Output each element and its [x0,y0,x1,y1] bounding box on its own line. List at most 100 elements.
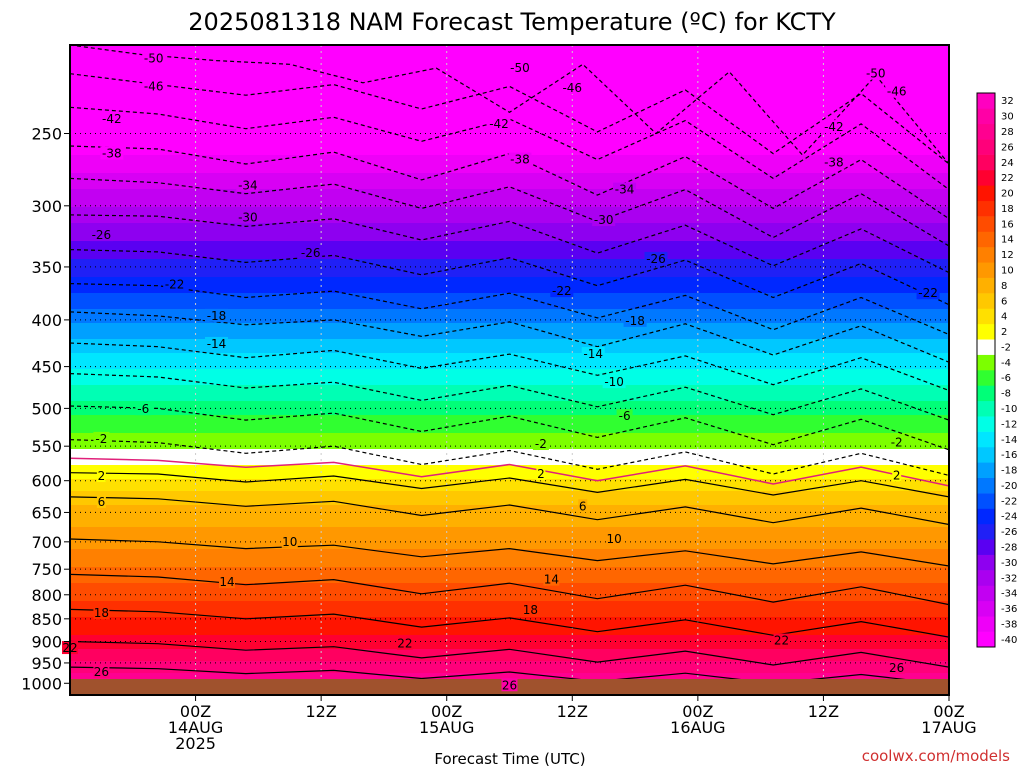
temperature-band [70,81,949,83]
contour-label: 10 [282,535,297,549]
temperature-band [70,539,949,541]
colorbar-swatch [977,354,995,371]
temperature-band [70,531,949,533]
contour-label-background [299,246,323,260]
y-tick-label: 650 [31,503,62,522]
colorbar-swatch [977,431,995,448]
contour-label-background [396,636,413,650]
temperature-band [70,409,949,411]
contour-label: 6 [579,499,587,513]
temperature-band [70,171,949,173]
temperature-band [70,271,949,273]
temperature-band [70,275,949,277]
temperature-band [70,465,949,467]
temperature-band [70,665,949,667]
temperature-band [70,403,949,405]
colorbar-swatch [977,539,995,555]
colorbar-swatch [977,139,995,155]
colorbar-label: -22 [1001,496,1017,507]
contour-label-background [93,665,110,679]
colorbar-label: -24 [1001,512,1017,523]
colorbar-swatch [977,446,995,463]
contour-label: -46 [144,79,164,93]
colorbar-label: 24 [1001,158,1014,169]
temperature-band [70,541,949,543]
contour-label: 2 [537,467,545,481]
temperature-band [70,359,949,361]
temperature-band [70,399,949,401]
temperature-band [70,105,949,107]
temperature-band [70,529,949,531]
contour-label-background [93,431,110,445]
temperature-band [70,331,949,333]
temperature-band [70,109,949,111]
temperature-band [70,637,949,639]
temperature-band [70,497,949,499]
colorbar-label: 10 [1001,265,1014,276]
temperature-band [70,557,949,559]
temperature-band [70,149,949,151]
contour-label-background [96,494,106,508]
temperature-band [70,527,949,529]
temperature-band [70,481,949,483]
temperature-band [70,561,949,563]
temperature-band [70,431,949,433]
colorbar-label: 22 [1001,173,1014,184]
contour-label: -26 [646,252,666,266]
temperature-band [70,143,949,145]
colorbar-swatch [977,277,995,294]
contour-label: -26 [92,228,112,242]
temperature-band [70,447,949,449]
temperature-band [70,53,949,55]
colorbar-swatch [977,246,995,263]
temperature-band [70,675,949,677]
colorbar-label: -38 [1001,619,1017,630]
colorbar-swatch [977,169,995,186]
contour-label: -14 [583,347,603,361]
temperature-band [70,323,949,325]
temperature-band [70,225,949,227]
contour-label-background [773,633,790,647]
temperature-band [70,379,949,381]
temperature-band [70,653,949,655]
contour-label-background [613,182,637,196]
contour-label-background [623,313,647,327]
x-tick-label: 17AUG [921,718,976,737]
isotherm-line [70,214,949,274]
temperature-band [70,641,949,643]
temperature-band [70,373,949,375]
colorbar-swatch [977,570,995,586]
colorbar-label: -6 [1001,373,1011,384]
y-axis: 250 300 350 400 450 500 550 600 650 700 750 800 850 9… [21,124,70,693]
contour-label: -30 [238,211,258,225]
temperature-band [70,621,949,623]
temperature-band [70,499,949,501]
temperature-band [70,277,949,279]
x-tick-label: 16AUG [670,718,725,737]
temperature-band [70,83,949,85]
colorbar-label: -8 [1001,389,1011,400]
contour-label: 26 [94,665,109,679]
plot-area [70,45,949,695]
contour-label: 26 [889,661,904,675]
colorbar-label: 32 [1001,96,1014,107]
temperature-band [70,669,949,671]
temperature-band [70,151,949,153]
colorbar-frame [976,92,996,648]
colorbar-label: -14 [1001,435,1017,446]
colorbar-label: 20 [1001,189,1014,200]
temperature-band [70,623,949,625]
temperature-band [70,475,949,477]
contour-labels: -50-50 -50-46 -46 -46-42 -42 -42-38 -38 -38-34-… [62,51,940,692]
temperature-band [70,75,949,77]
temperature-band [70,181,949,183]
contour-label-background [100,111,124,125]
temperature-band [70,169,949,171]
temperature-band [70,339,949,341]
temperature-band [70,327,949,329]
temperature-band [70,559,949,561]
x-tick-label: 00Z [682,702,713,721]
y-tick-label: 300 [31,197,62,216]
isotherm-line [70,45,949,165]
temperature-band [70,419,949,421]
